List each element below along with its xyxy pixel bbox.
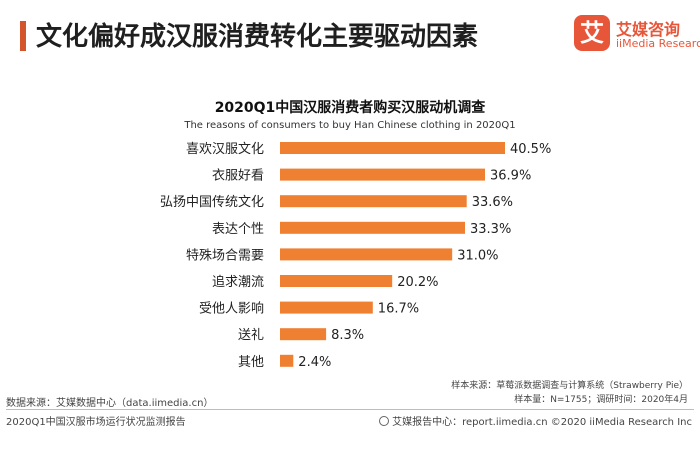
data-source-note: 数据来源：艾媒数据中心（data.iimedia.cn） — [6, 398, 214, 409]
value-label-2: 33.6% — [472, 195, 513, 210]
value-label-1: 36.9% — [490, 169, 531, 184]
logo-mark — [574, 15, 610, 51]
logo-mark-glyph: 艾 — [580, 19, 604, 47]
bar-7 — [280, 328, 327, 341]
footer-divider — [6, 409, 694, 410]
value-label-6: 16.7% — [378, 302, 419, 317]
bar-2 — [280, 195, 467, 208]
category-label-8: 其他 — [238, 355, 264, 370]
logo-name: 艾媒咨询 — [616, 20, 681, 39]
category-label-6: 受他人影响 — [199, 301, 264, 317]
category-label-1: 衣服好看 — [212, 168, 264, 184]
category-label-2: 弘扬中国传统文化 — [160, 195, 264, 210]
value-label-8: 2.4% — [298, 355, 331, 370]
sample-size-note: 样本量：N=1755；调研时间：2020年4月 — [514, 395, 688, 405]
chart-subtitle: The reasons of consumers to buy Han Chin… — [184, 120, 516, 131]
category-label-5: 追求潮流 — [212, 274, 264, 290]
category-label-0: 喜欢汉服文化 — [186, 142, 264, 157]
category-label-7: 送礼 — [238, 327, 264, 343]
value-label-0: 40.5% — [510, 142, 551, 157]
value-label-3: 33.3% — [470, 222, 511, 237]
bar-5 — [280, 275, 393, 287]
footer-site-info: 艾媒报告中心：report.iimedia.cn ©2020 iiMedia R… — [379, 413, 692, 428]
brand-logo: 艾 艾媒咨询 iiMedia Research — [574, 15, 700, 55]
category-label-3: 表达个性 — [212, 222, 264, 237]
value-label-5: 20.2% — [397, 275, 438, 290]
bar-0 — [280, 142, 505, 154]
value-label-7: 8.3% — [331, 328, 364, 343]
footer-site-text: 艾媒报告中心：report.iimedia.cn ©2020 iiMedia R… — [392, 417, 692, 428]
bar-3 — [280, 221, 465, 234]
bar-chart: 喜欢汉服文化 40.5% 衣服好看 36.9% 弘扬中国传统文化 33.6% 表达个性 33.… — [160, 142, 551, 370]
bar-6 — [280, 301, 373, 314]
page-title: 文化偏好成汉服消费转化主要驱动因素 — [36, 22, 479, 52]
bar-4 — [280, 248, 453, 261]
title-accent-bar — [20, 21, 26, 51]
globe-icon — [379, 416, 390, 426]
chart-title: 2020Q1中国汉服消费者购买汉服动机调查 — [214, 100, 486, 116]
bar-1 — [280, 168, 485, 181]
category-label-4: 特殊场合需要 — [186, 248, 264, 263]
footer-report-name: 2020Q1中国汉服市场运行状况监测报告 — [6, 417, 186, 428]
sample-source-note: 样本来源：草莓派数据调查与计算系统（Strawberry Pie） — [451, 381, 688, 391]
logo-subtitle: iiMedia Research — [616, 37, 700, 50]
value-label-4: 31.0% — [457, 248, 498, 263]
bar-8 — [280, 354, 294, 367]
